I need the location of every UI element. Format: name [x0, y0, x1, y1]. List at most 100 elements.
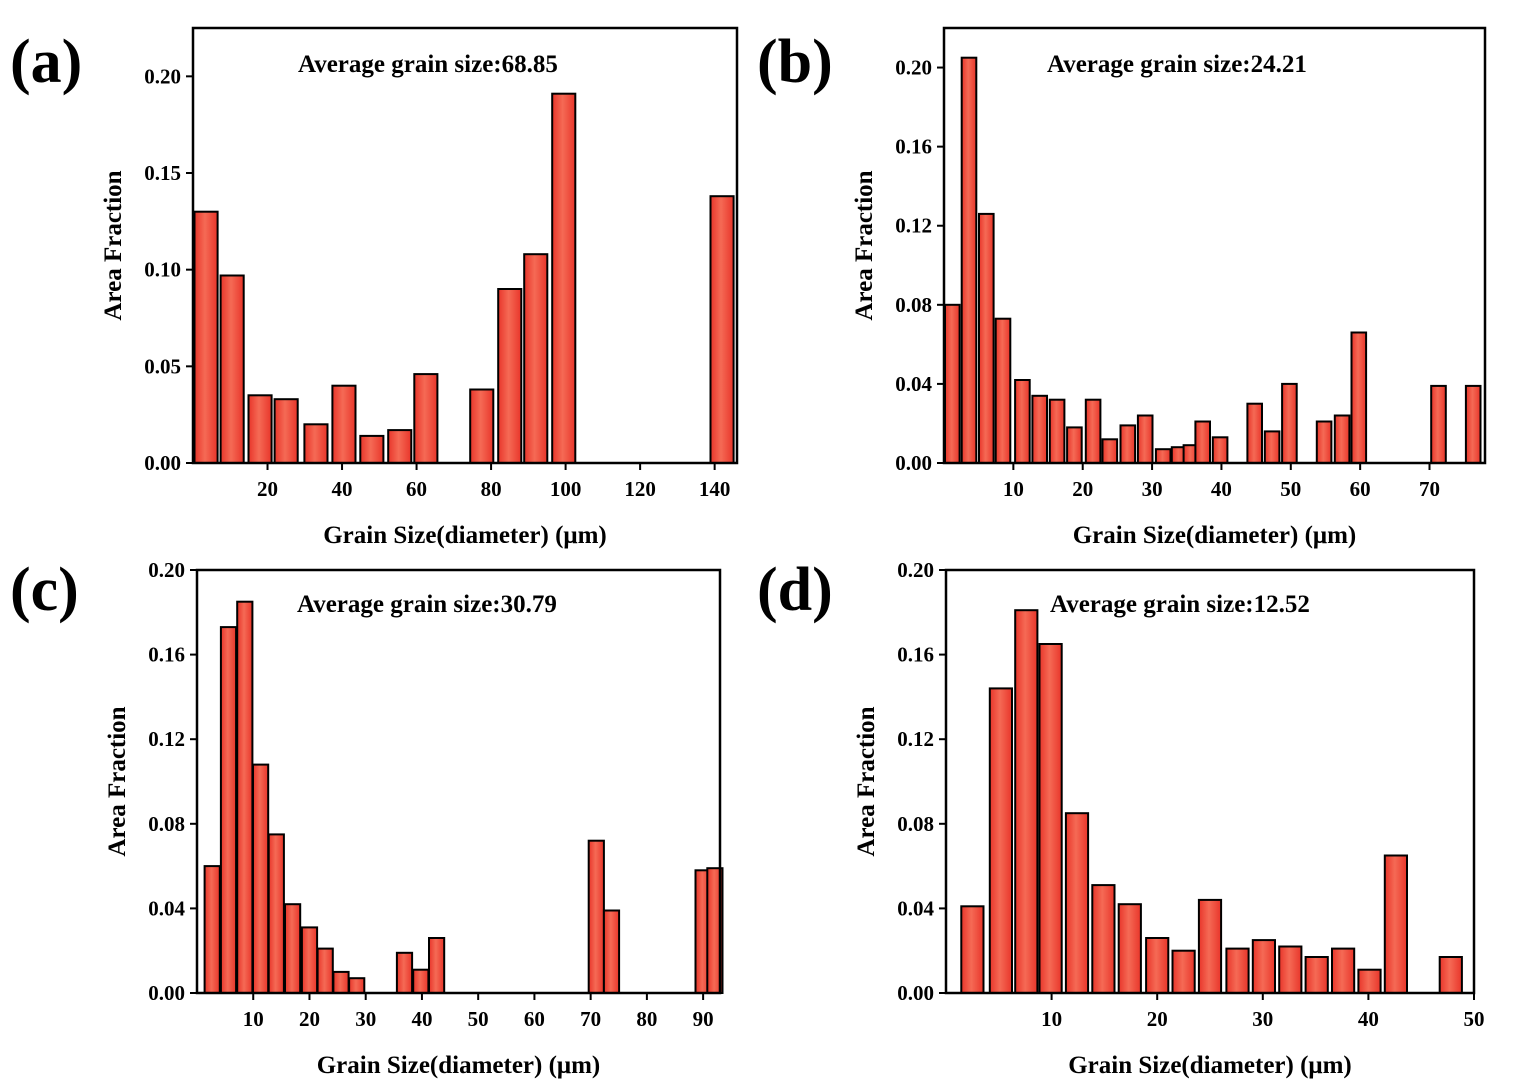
panel-b-bar — [1263, 430, 1281, 464]
panel-a-x-tick-label: 20 — [257, 477, 278, 501]
panel-d-y-tick-label: 0.16 — [897, 643, 934, 667]
panel-c-x-tick-label: 90 — [693, 1007, 714, 1031]
panel-c-y-tick-label: 0.08 — [148, 812, 185, 836]
panel-c-bar — [203, 865, 221, 994]
panel-a-y-tick-label: 0.00 — [144, 451, 181, 475]
panel-b-y-tick-label: 0.12 — [895, 214, 932, 238]
panel-c-bar — [348, 977, 366, 995]
panel-c-x-tick-label: 70 — [580, 1007, 601, 1031]
panel-b-bar — [1066, 426, 1083, 464]
panel-b-bar — [960, 56, 978, 464]
panel-b-axes-frame — [942, 26, 1487, 465]
panel-a-y-tick-label: 0.05 — [144, 354, 181, 378]
panel-d-y-tick-label: 0.00 — [897, 981, 934, 1005]
panel-b-bar — [1430, 384, 1447, 464]
panel-c-bar — [395, 951, 414, 994]
panel-d-bar — [1014, 609, 1039, 994]
panel-a-x-tick-label: 140 — [699, 477, 731, 501]
panel-a-axes-frame — [191, 26, 739, 465]
panel-d-x-tick-label: 30 — [1252, 1007, 1273, 1031]
panel-b-bar — [994, 317, 1012, 465]
panel-b-bar — [1211, 436, 1229, 464]
panel-c-bar — [412, 968, 430, 995]
panel-d-bar — [1171, 949, 1196, 995]
panel-d-bar — [1304, 956, 1329, 994]
panel-d-bar — [1145, 937, 1170, 994]
panel-d-y-tick-label: 0.20 — [897, 558, 934, 582]
panel-a-bar — [387, 429, 413, 465]
panel-c-y-tick-label: 0.16 — [148, 643, 185, 667]
panel-d: 10 20 30 40 50 0.00 0.04 0.08 0.12 0.16 0.20 Grain … — [757, 556, 1485, 1079]
panel-c-y-tick-label: 0.04 — [148, 896, 185, 920]
panel-b-x-tick-label: 40 — [1211, 477, 1232, 501]
panel-a-y-tick-label: 0.10 — [144, 258, 181, 282]
panel-c-x-axis-title: Grain Size(diameter) (μm) — [317, 1052, 601, 1079]
panel-c-y-tick-label: 0.20 — [148, 558, 185, 582]
panel-b-x-tick-label: 30 — [1142, 477, 1163, 501]
panel-c-bar — [267, 833, 285, 995]
panel-a-bar — [273, 398, 299, 465]
panel-a-bar — [331, 384, 357, 465]
panel-b-bar — [1464, 384, 1482, 464]
panel-c-bar — [284, 903, 302, 995]
panel-a-bar — [303, 423, 329, 464]
panel-b-y-tick-label: 0.04 — [895, 372, 932, 396]
panel-d-label: (d) — [757, 556, 833, 624]
panel-a-bar — [247, 394, 273, 464]
panel-d-x-tick-label: 50 — [1464, 1007, 1485, 1031]
panel-b-x-axis-title: Grain Size(diameter) (μm) — [1073, 522, 1357, 549]
panel-c-bar — [428, 937, 446, 994]
panel-b-bar — [944, 303, 961, 464]
panel-c-x-tick-label: 60 — [524, 1007, 545, 1031]
panel-a-bar — [219, 274, 245, 464]
panel-b-bar — [1315, 420, 1333, 464]
panel-c-x-tick-label: 50 — [468, 1007, 489, 1031]
panel-b-bar — [978, 212, 995, 464]
panel-a-x-tick-label: 80 — [481, 477, 502, 501]
panel-d-bar — [1278, 945, 1303, 994]
panel-d-bar — [988, 687, 1013, 995]
panel-b-x-tick-label: 50 — [1280, 477, 1301, 501]
panel-a-x-axis-title: Grain Size(diameter) (μm) — [323, 522, 607, 549]
panel-c: 10 20 30 40 50 60 70 80 90 0.00 0.04 0.08 0.12 0.16 0.… — [10, 556, 724, 1079]
panel-d-y-tick-label: 0.04 — [897, 896, 934, 920]
panel-a-bar — [413, 373, 439, 465]
panel-b-bar — [1136, 414, 1154, 464]
panel-d-bar — [1064, 812, 1090, 995]
panel-c-bar — [236, 600, 254, 994]
panel-b-x-tick-label: 20 — [1072, 477, 1093, 501]
panel-d-y-axis-title: Area Fraction — [853, 706, 880, 856]
panel-d-x-tick-label: 20 — [1147, 1007, 1168, 1031]
panel-b-bar — [1194, 420, 1212, 464]
panel-c-x-tick-label: 10 — [243, 1007, 264, 1031]
panel-a-x-tick-label: 60 — [406, 477, 427, 501]
panel-b-bar — [1246, 402, 1264, 465]
panel-a-y-tick-label: 0.15 — [144, 161, 181, 185]
panel-a-bar — [469, 388, 495, 464]
panel-c-bar — [602, 909, 621, 994]
panel-d-x-axis-title: Grain Size(diameter) (μm) — [1068, 1052, 1352, 1079]
panel-d-bar — [1331, 947, 1356, 994]
panel-d-y-tick-label: 0.12 — [897, 727, 934, 751]
panel-d-x-tick-label: 40 — [1358, 1007, 1379, 1031]
panel-d-bar — [1383, 854, 1409, 994]
panel-c-average-annotation: Average grain size:30.79 — [297, 591, 557, 618]
panel-b-bar — [1084, 398, 1102, 465]
panel-c-y-tick-label: 0.00 — [148, 981, 185, 1005]
panel-d-bar — [960, 905, 985, 994]
panel-c-label: (c) — [10, 556, 79, 624]
panel-c-x-tick-label: 40 — [411, 1007, 432, 1031]
panel-b-bar — [1119, 424, 1137, 464]
panel-b-x-tick-label: 10 — [1003, 477, 1024, 501]
panel-c-y-axis-title: Area Fraction — [104, 706, 131, 856]
panel-a-average-annotation: Average grain size:68.85 — [298, 51, 558, 78]
panel-c-axes-frame — [195, 568, 722, 995]
panel-b-y-tick-label: 0.08 — [895, 293, 932, 317]
panel-c-bar — [219, 626, 238, 994]
panel-d-bar — [1117, 903, 1142, 995]
panel-d-bar — [1197, 898, 1223, 995]
panel-c-x-tick-label: 80 — [636, 1007, 657, 1031]
panel-b-label: (b) — [757, 28, 833, 96]
panel-b-bar — [1101, 438, 1119, 464]
